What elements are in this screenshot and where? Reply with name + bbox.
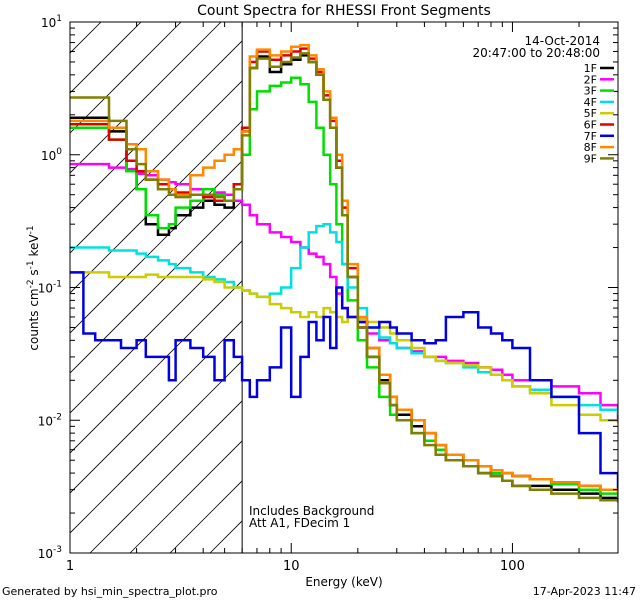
series-line-3F <box>70 76 618 498</box>
y-axis-label: counts cm-2 s-1 keV-1 <box>26 225 41 350</box>
legend-label-5F: 5F <box>584 107 597 120</box>
annotation-attenuator: Att A1, FDecim 1 <box>249 516 350 530</box>
date-label: 14-Oct-2014 <box>524 34 600 48</box>
legend-label-8F: 8F <box>584 141 597 154</box>
annotation-background: Includes Background <box>249 504 374 518</box>
series-line-9F <box>70 52 618 503</box>
series-line-5F <box>70 271 618 424</box>
series-line-2F <box>70 162 618 421</box>
generator-footer: Generated by hsi_min_spectra_plot.pro <box>2 585 218 598</box>
legend-label-7F: 7F <box>584 130 597 143</box>
legend-label-2F: 2F <box>584 73 597 86</box>
x-tick-label-1: 1 <box>66 559 74 574</box>
x-tick-label-100: 100 <box>500 559 525 574</box>
y-tick-label-1e-3: 10-3 <box>38 545 62 561</box>
plot-frame <box>69 21 619 554</box>
series-line-6F <box>70 47 618 494</box>
series-line-8F <box>70 43 618 494</box>
y-tick-label-1e-2: 10-2 <box>38 412 62 428</box>
series-line-4F <box>70 222 618 415</box>
legend-label-1F: 1F <box>584 62 597 75</box>
chart-title: Count Spectra for RHESSI Front Segments <box>197 3 491 19</box>
axis-ticks <box>69 21 619 554</box>
y-tick-label-1e0: 100 <box>41 147 62 163</box>
legend-label-3F: 3F <box>584 85 597 98</box>
x-axis-label: Energy (keV) <box>305 575 382 589</box>
legend-label-4F: 4F <box>584 96 597 109</box>
time-range-label: 20:47:00 to 20:48:00 <box>473 46 600 60</box>
timestamp-footer: 17-Apr-2023 11:47 <box>533 585 636 598</box>
hatched-region <box>70 22 243 553</box>
legend-label-9F: 9F <box>584 152 597 165</box>
series-line-7F <box>70 271 618 490</box>
x-tick-label-10: 10 <box>283 559 300 574</box>
legend-label-6F: 6F <box>584 119 597 132</box>
series-line-1F <box>70 54 618 501</box>
y-tick-label-1e-1: 10-1 <box>38 280 62 296</box>
y-tick-label-1e1: 101 <box>41 14 62 30</box>
